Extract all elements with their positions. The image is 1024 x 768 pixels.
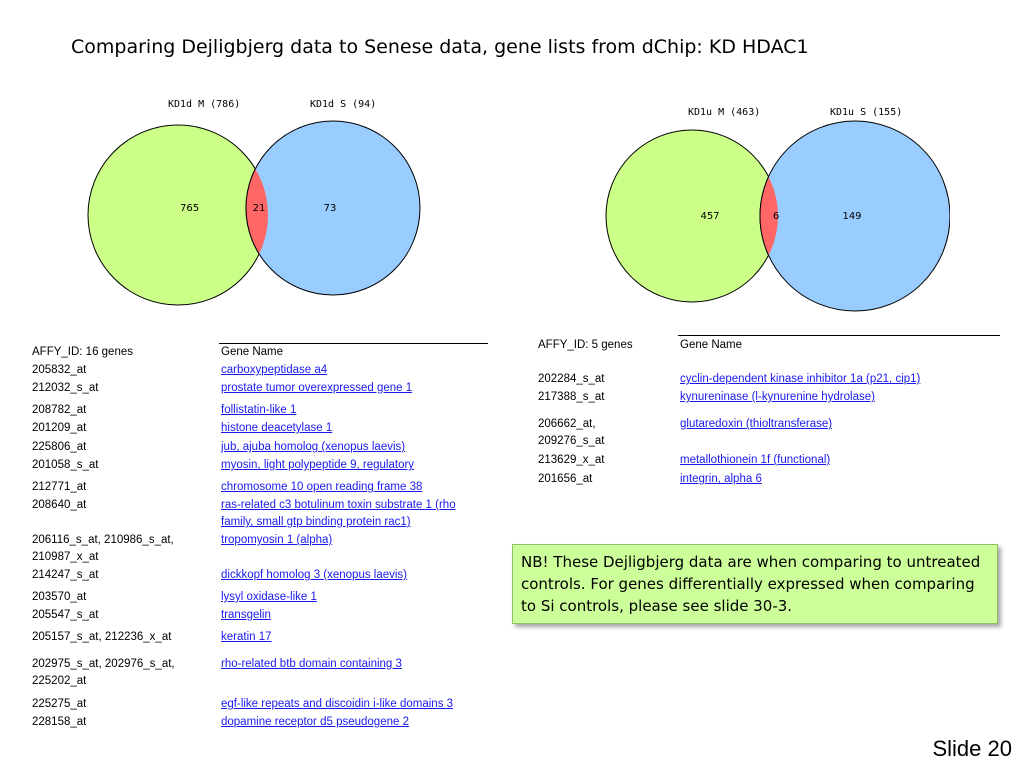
table-left-gene-link[interactable]: dopamine receptor d5 pseudogene 2: [221, 716, 409, 728]
table-left-header-name: Gene Name: [221, 346, 284, 358]
table-right-header-rule: [678, 335, 1000, 336]
table-right-id: 206662_at, 209276_s_at: [538, 418, 605, 447]
table-left-gene-link[interactable]: prostate tumor overexpressed gene 1: [221, 382, 413, 394]
table-left-id: 225275_at: [32, 698, 87, 710]
table-left-header-rule: [219, 343, 488, 344]
table-left-gene-link[interactable]: follistatin-like 1: [221, 404, 297, 416]
table-left-gene-link[interactable]: ras-related c3 botulinum toxin substrate…: [221, 499, 456, 528]
slide-title: Comparing Dejligbjerg data to Senese dat…: [71, 36, 809, 58]
table-left-id: 212771_at: [32, 481, 87, 493]
table-left-id: 228158_at: [32, 716, 87, 728]
table-right-id: 201656_at: [538, 473, 593, 485]
table-left-id: 206116_s_at, 210986_s_at, 210987_x_at: [32, 534, 174, 563]
venn-right-set-a-label: KD1u M (463): [688, 107, 760, 118]
table-left-gene-link[interactable]: tropomyosin 1 (alpha): [221, 534, 333, 546]
table-right-gene-link[interactable]: integrin, alpha 6: [680, 473, 762, 485]
table-left-id: 201058_s_at: [32, 459, 99, 471]
table-right-header-id: AFFY_ID: 5 genes: [538, 339, 633, 351]
venn-diagram-left: KD1d M (786) KD1d S (94) 765 21 73: [80, 94, 430, 324]
table-right-header-name: Gene Name: [680, 339, 743, 351]
table-left-id: 212032_s_at: [32, 382, 99, 394]
table-left-id: 205832_at: [32, 364, 87, 376]
venn-right-set-b-label: KD1u S (155): [830, 107, 902, 118]
table-left-id: 208640_at: [32, 499, 87, 511]
venn-diagram-right: KD1u M (463) KD1u S (155) 457 6 149: [600, 102, 950, 317]
table-left-id: 225806_at: [32, 441, 87, 453]
table-left-gene-link[interactable]: keratin 17: [221, 631, 272, 643]
table-left-id: 202975_s_at, 202976_s_at, 225202_at: [32, 658, 175, 687]
table-left-id: 203570_at: [32, 591, 87, 603]
venn-right-only-a-count: 457: [700, 211, 719, 222]
venn-right-overlap-count: 6: [773, 211, 779, 222]
nb-note-box: NB! These Dejligbjerg data are when comp…: [512, 544, 998, 624]
venn-left-only-a-count: 765: [180, 203, 199, 214]
venn-right-only-b-count: 149: [842, 211, 861, 222]
table-left-gene-link[interactable]: myosin, light polypeptide 9, regulatory: [221, 459, 415, 471]
venn-right-circle-a: [605, 129, 779, 303]
slide-number: Slide 20: [932, 736, 1012, 761]
table-right-id: 217388_s_at: [538, 391, 605, 403]
venn-left-only-b-count: 73: [324, 203, 337, 214]
table-left-id: 201209_at: [32, 422, 87, 434]
table-left-gene-link[interactable]: rho-related btb domain containing 3: [221, 658, 402, 670]
venn-left-circle-a: [87, 124, 269, 306]
table-left-gene-link[interactable]: egf-like repeats and discoidin i-like do…: [221, 698, 454, 710]
table-left-id: 214247_s_at: [32, 569, 99, 581]
table-right-id: 202284_s_at: [538, 373, 605, 385]
table-right-id: 213629_x_at: [538, 454, 605, 466]
venn-left-overlap: [245, 125, 268, 296]
table-left-gene-link[interactable]: carboxypeptidase a4: [221, 364, 328, 376]
table-right-gene-link[interactable]: kynureninase (l-kynurenine hydrolase): [680, 391, 875, 403]
table-right-gene-link[interactable]: metallothionein 1f (functional): [680, 454, 831, 466]
table-left-gene-link[interactable]: histone deacetylase 1: [221, 422, 333, 434]
venn-right-overlap: [759, 130, 778, 302]
venn-left-set-a-label: KD1d M (786): [168, 99, 240, 110]
table-left-header-id: AFFY_ID: 16 genes: [32, 346, 133, 358]
table-left-gene-link[interactable]: dickkopf homolog 3 (xenopus laevis): [221, 569, 408, 581]
table-left-gene-link[interactable]: jub, ajuba homolog (xenopus laevis): [221, 441, 406, 453]
table-right-gene-link[interactable]: cyclin-dependent kinase inhibitor 1a (p2…: [680, 373, 921, 385]
table-left-id: 205547_s_at: [32, 609, 99, 621]
table-left-gene-link[interactable]: lysyl oxidase-like 1: [221, 591, 317, 603]
venn-left-set-b-label: KD1d S (94): [310, 99, 376, 110]
table-left-gene-link[interactable]: transgelin: [221, 609, 271, 621]
table-left-id: 205157_s_at, 212236_x_at: [32, 631, 172, 643]
table-left-gene-link[interactable]: chromosome 10 open reading frame 38: [221, 481, 423, 493]
venn-left-overlap-count: 21: [253, 203, 266, 214]
table-left-id: 208782_at: [32, 404, 87, 416]
table-right-gene-link[interactable]: glutaredoxin (thioltransferase): [680, 418, 833, 430]
